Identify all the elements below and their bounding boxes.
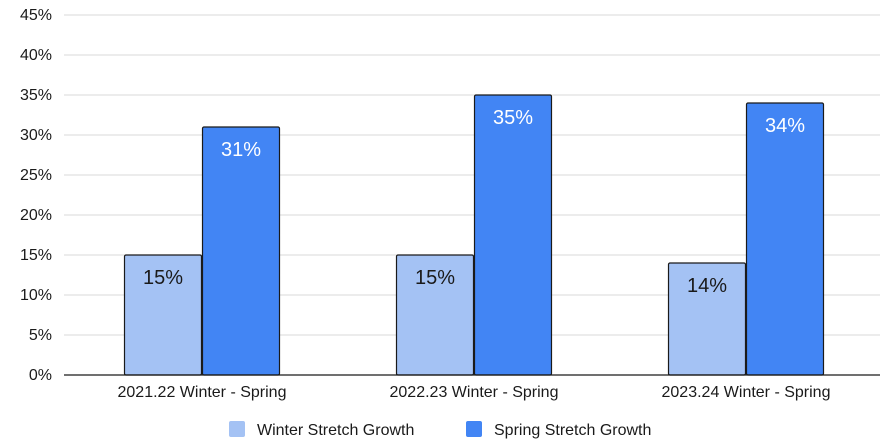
legend-label: Winter Stretch Growth xyxy=(257,422,414,439)
bar-spring xyxy=(201,126,281,376)
y-tick-label: 20% xyxy=(20,207,52,224)
y-axis-tick-labels: 0% 5% 10% 15% 20% 25% 30% 35% 40% 45% xyxy=(20,7,52,384)
y-tick-label: 10% xyxy=(20,287,52,304)
bar-value-label: 15% xyxy=(415,267,455,289)
bar-value-label: 35% xyxy=(493,107,533,129)
x-category-label: 2021.22 Winter - Spring xyxy=(118,384,287,401)
legend-label: Spring Stretch Growth xyxy=(494,422,651,439)
legend-swatch-winter xyxy=(229,421,245,437)
x-category-label: 2022.23 Winter - Spring xyxy=(390,384,559,401)
y-tick-label: 0% xyxy=(29,367,52,384)
bar-spring xyxy=(473,94,553,376)
y-tick-label: 35% xyxy=(20,87,52,104)
y-tick-label: 25% xyxy=(20,167,52,184)
bar-value-label: 14% xyxy=(687,275,727,297)
y-tick-label: 5% xyxy=(29,327,52,344)
bar-value-label: 15% xyxy=(143,267,183,289)
y-tick-label: 30% xyxy=(20,127,52,144)
y-tick-label: 40% xyxy=(20,47,52,64)
x-axis-category-labels: 2021.22 Winter - Spring 2022.23 Winter - … xyxy=(118,384,831,401)
bar-value-labels: 15% 31% 15% 35% 14% 34% xyxy=(143,107,805,297)
bar-value-label: 34% xyxy=(765,115,805,137)
bar-value-label: 31% xyxy=(221,139,261,161)
y-tick-label: 15% xyxy=(20,247,52,264)
y-tick-label: 45% xyxy=(20,7,52,24)
x-category-label: 2023.24 Winter - Spring xyxy=(662,384,831,401)
bars xyxy=(123,94,825,376)
legend-swatch-spring xyxy=(466,421,482,437)
legend: Winter Stretch Growth Spring Stretch Grow… xyxy=(229,421,651,439)
bar-spring xyxy=(745,102,825,376)
